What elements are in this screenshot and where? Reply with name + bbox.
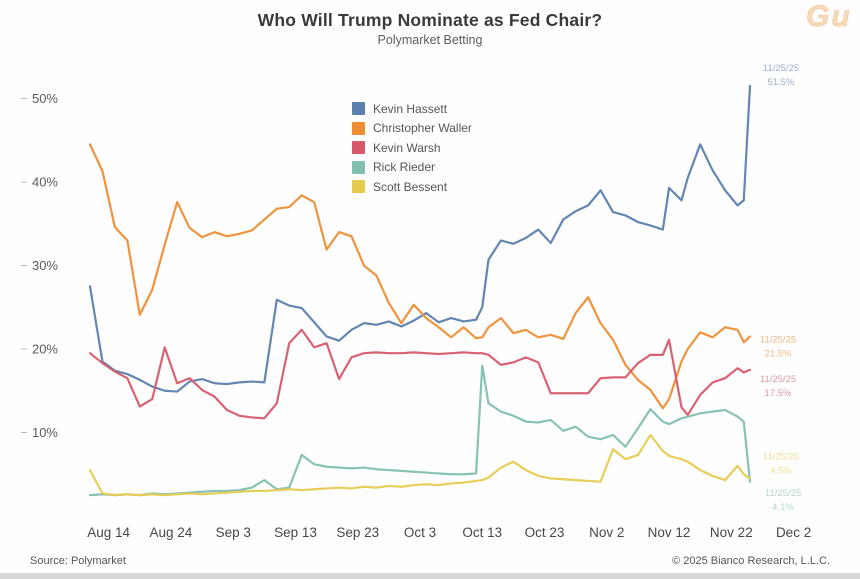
legend-item-kevin-hassett: Kevin Hassett — [352, 99, 472, 119]
series-line-kevin-hassett — [88, 84, 752, 393]
legend-label: Christopher Waller — [373, 121, 472, 136]
chart-title: Who Will Trump Nominate as Fed Chair? — [257, 10, 603, 30]
annotation-kevin-warsh: 11/25/25 17.5% — [760, 374, 796, 399]
annotation-value: 21.5% — [765, 348, 792, 359]
x-axis-label: Aug 14 — [87, 525, 130, 540]
x-axis-label: Sep 23 — [336, 525, 379, 540]
line-chart-canvas: 10% 20% 30% 40% 50% Aug 14 Aug 24 Sep 3 Sep 13 Se… — [21, 63, 811, 540]
legend-label: Kevin Hassett — [373, 101, 448, 116]
legend-label: Kevin Warsh — [373, 140, 441, 155]
legend-item-christopher-waller: Christopher Waller — [352, 119, 472, 139]
series-line-scott-bessent — [88, 433, 752, 497]
x-axis-label: Nov 22 — [710, 525, 753, 540]
x-axis-label: Oct 3 — [404, 525, 436, 540]
y-axis-label: 30% — [32, 258, 58, 273]
x-axis-label: Nov 2 — [589, 525, 624, 540]
legend-swatch — [352, 160, 365, 174]
legend-swatch — [352, 102, 365, 116]
x-axis-label: Aug 24 — [150, 525, 193, 540]
legend-item-kevin-warsh: Kevin Warsh — [352, 138, 472, 158]
legend-swatch — [352, 180, 365, 194]
watermark-logo: Gu — [806, 0, 852, 34]
y-axis-label: 50% — [32, 91, 58, 106]
y-axis-label: 10% — [32, 425, 58, 440]
annotation-value: 4.1% — [772, 502, 794, 513]
y-axis-label: 40% — [32, 175, 58, 190]
legend-swatch — [352, 121, 365, 135]
chart-legend: Kevin Hassett Christopher Waller Kevin War… — [352, 99, 472, 197]
series-line-kevin-warsh — [88, 328, 752, 420]
legend-label: Rick Rieder — [373, 160, 436, 175]
x-axis-label: Sep 3 — [216, 525, 251, 540]
annotation-date: 11/25/25 — [763, 63, 799, 74]
series-line-rick-rieder — [88, 364, 752, 497]
annotation-value: 17.5% — [765, 388, 792, 399]
annotation-date: 11/25/25 — [760, 374, 796, 385]
annotation-value: 51.5% — [768, 77, 795, 88]
legend-item-scott-bessent: Scott Bessent — [352, 177, 472, 197]
annotation-date: 11/25/25 — [765, 488, 801, 499]
annotation-value: 4.5% — [770, 465, 792, 476]
annotation-date: 11/25/25 — [760, 334, 796, 345]
source-note: Source: Polymarket — [30, 555, 126, 567]
legend-label: Scott Bessent — [373, 179, 448, 194]
y-axis-label: 20% — [32, 342, 58, 357]
annotation-date: 11/25/25 — [763, 451, 799, 462]
bottom-border — [0, 573, 860, 579]
x-axis-label: Oct 13 — [462, 525, 502, 540]
series-line-christopher-waller — [88, 143, 752, 410]
annotation-christopher-waller: 11/25/25 21.5% — [760, 334, 796, 359]
x-axis-label: Sep 13 — [274, 525, 317, 540]
x-axis-label: Nov 12 — [648, 525, 691, 540]
x-axis-label: Oct 23 — [525, 525, 565, 540]
annotation-rick-rieder: 11/25/25 4.1% — [765, 488, 801, 513]
legend-item-rick-rieder: Rick Rieder — [352, 158, 472, 178]
x-axis-label: Dec 2 — [776, 525, 811, 540]
legend-swatch — [352, 141, 365, 155]
annotation-kevin-hassett: 11/25/25 51.5% — [763, 63, 799, 88]
chart-subtitle: Polymarket Betting — [377, 33, 483, 47]
copyright-note: © 2025 Bianco Research, L.L.C. — [672, 555, 830, 567]
annotation-scott-bessent: 11/25/25 4.5% — [763, 451, 799, 476]
